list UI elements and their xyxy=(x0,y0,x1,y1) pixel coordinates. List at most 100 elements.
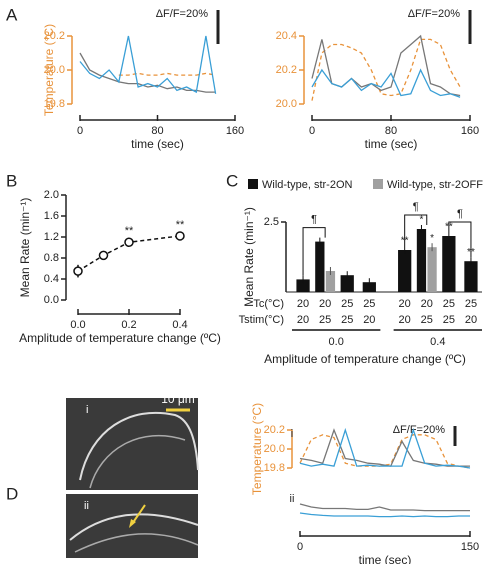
x-axis-label: time (sec) xyxy=(131,137,184,151)
y-tick-label: 0.0 xyxy=(44,294,59,306)
scale-bar-label: ΔF/F=20% xyxy=(156,8,209,20)
tc-label: 25 xyxy=(341,298,353,310)
panel-label: C xyxy=(226,171,238,190)
scale-bar-label: ΔF/F=20% xyxy=(393,424,446,436)
tc-label: 25 xyxy=(465,298,477,310)
x-axis-label: time (sec) xyxy=(359,553,412,564)
y-axis-label: Temperature (°C) xyxy=(42,24,56,116)
point xyxy=(98,250,109,261)
trace xyxy=(79,35,217,94)
tstim-label: 20 xyxy=(399,314,411,326)
y-tick-label: 0.4 xyxy=(44,273,59,285)
trace-label: ii xyxy=(290,493,295,505)
tc-label: 20 xyxy=(297,298,309,310)
legend-swatch xyxy=(248,179,258,189)
bar xyxy=(442,236,456,292)
x-tick-label: 150 xyxy=(461,541,479,553)
bracket xyxy=(404,214,428,246)
bar xyxy=(296,279,310,292)
bracket-label: ¶ xyxy=(457,208,463,220)
fit-line xyxy=(77,235,181,272)
significance: ** xyxy=(176,219,185,231)
trace-label: i xyxy=(291,428,293,440)
x-tick-label: 0 xyxy=(77,125,83,137)
bracket-label: ¶ xyxy=(311,214,317,226)
x-tick-label: 0.4 xyxy=(172,319,187,331)
x-axis-label: Amplitude of temperature change (ºC) xyxy=(19,331,221,345)
y-tick-label: 20.0 xyxy=(264,443,285,455)
legend-label: Wild-type, str-2OFF xyxy=(387,179,483,191)
y-axis-label: Temperature (°C) xyxy=(250,403,264,495)
panel-label: A xyxy=(6,5,18,24)
y-axis-label: Mean Rate (min⁻¹) xyxy=(242,207,256,307)
tstim-label: 20 xyxy=(465,314,477,326)
significance: ** xyxy=(467,247,475,258)
bar xyxy=(325,271,336,292)
tc-label: 20 xyxy=(421,298,433,310)
point xyxy=(175,231,185,241)
trace xyxy=(299,512,470,518)
point xyxy=(73,266,83,276)
tstim-label: 20 xyxy=(363,314,375,326)
x-axis-label: Amplitude of temperature change (ºC) xyxy=(264,352,466,366)
tstim-label: 20 xyxy=(297,314,309,326)
group-label: 0.0 xyxy=(329,336,344,348)
scale-bar-label: 10 μm xyxy=(161,392,195,406)
bar xyxy=(340,275,354,292)
micrograph xyxy=(66,398,199,490)
tstim-label: 25 xyxy=(319,314,331,326)
y-tick-label: 0.8 xyxy=(44,252,59,264)
y-tick-label: 20.2 xyxy=(44,30,65,42)
y-axis-label: Mean Rate (min⁻¹) xyxy=(18,198,32,298)
row-label: Tc(°C) xyxy=(253,298,284,310)
y-tick-label: 20.0 xyxy=(44,64,65,76)
y-tick-label: 20.0 xyxy=(276,98,297,110)
bar xyxy=(427,247,437,292)
group-label: 0.4 xyxy=(430,336,445,348)
panel-label: B xyxy=(6,171,17,190)
bar xyxy=(362,282,376,292)
y-tick-label: 2.5 xyxy=(264,216,279,228)
tc-label: 20 xyxy=(319,298,331,310)
y-tick-label: 2.0 xyxy=(44,189,59,201)
tstim-label: 25 xyxy=(443,314,455,326)
y-tick-label: 1.2 xyxy=(44,231,59,243)
legend-label: Wild-type, str-2ON xyxy=(262,179,353,191)
trace xyxy=(79,52,216,93)
y-tick-label: 1.6 xyxy=(44,210,59,222)
tc-label: 25 xyxy=(443,298,455,310)
x-tick-label: 0.0 xyxy=(70,319,85,331)
y-tick-label: 19.8 xyxy=(44,98,65,110)
bracket xyxy=(448,221,472,258)
x-tick-label: 0 xyxy=(309,125,315,137)
bar xyxy=(398,250,412,292)
trace xyxy=(311,68,461,98)
bracket-label: ¶ xyxy=(413,201,419,213)
trace xyxy=(118,72,216,76)
trace xyxy=(299,434,471,469)
significance: ** xyxy=(125,225,134,237)
x-tick-label: 160 xyxy=(226,125,244,137)
x-tick-label: 80 xyxy=(385,125,397,137)
significance: * xyxy=(420,215,424,226)
bar xyxy=(315,241,325,292)
tc-label: 20 xyxy=(399,298,411,310)
tstim-label: 25 xyxy=(421,314,433,326)
trace xyxy=(299,427,471,469)
trace xyxy=(311,38,461,101)
x-axis-label: time (sec) xyxy=(365,137,418,151)
bar xyxy=(416,229,427,292)
y-tick-label: 19.8 xyxy=(264,462,285,474)
x-tick-label: 160 xyxy=(461,125,479,137)
significance: * xyxy=(430,233,434,244)
trace xyxy=(299,503,470,512)
bracket xyxy=(302,227,326,276)
legend-swatch xyxy=(373,179,383,189)
scale-bar-label: ΔF/F=20% xyxy=(408,8,461,20)
image-label: i xyxy=(86,404,88,416)
y-tick-label: 20.4 xyxy=(276,30,297,42)
image-label: ii xyxy=(84,500,89,512)
point xyxy=(124,237,134,247)
x-tick-label: 0 xyxy=(297,541,303,553)
